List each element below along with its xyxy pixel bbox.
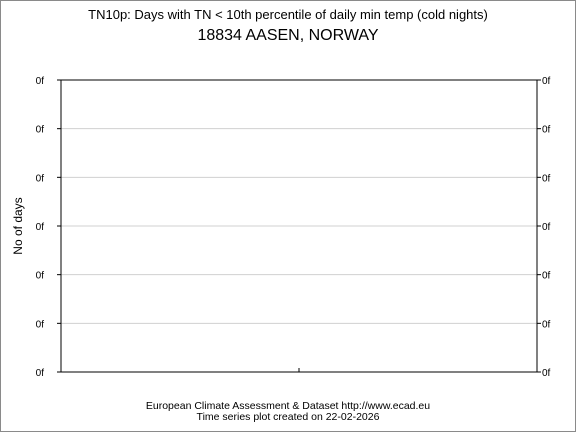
y-tick-label: 0f [36, 222, 45, 233]
plot-frame [60, 79, 538, 373]
y-tick-label-right: 0f [542, 319, 551, 330]
y-tick-label: 0f [36, 368, 45, 379]
footer-created: Time series plot created on 22-02-2026 [196, 411, 380, 423]
y-axis-label: No of days [11, 197, 25, 254]
y-tick-label: 0f [36, 76, 45, 87]
y-tick-label-right: 0f [542, 125, 551, 136]
y-tick-label-right: 0f [542, 368, 551, 379]
y-tick-label: 0f [36, 173, 45, 184]
y-tick-label-right: 0f [542, 222, 551, 233]
y-tick-label-right: 0f [542, 173, 551, 184]
chart-subtitle: 18834 AASEN, NORWAY [197, 27, 379, 44]
footer-source: European Climate Assessment & Dataset ht… [145, 400, 431, 412]
y-tick-label-right: 0f [542, 271, 551, 282]
y-tick-label: 0f [36, 125, 45, 136]
y-tick-label-right: 0f [542, 76, 551, 87]
y-tick-label: 0f [36, 319, 45, 330]
y-tick-label: 0f [36, 271, 45, 282]
chart-title: TN10p: Days with TN < 10th percentile of… [88, 7, 488, 22]
